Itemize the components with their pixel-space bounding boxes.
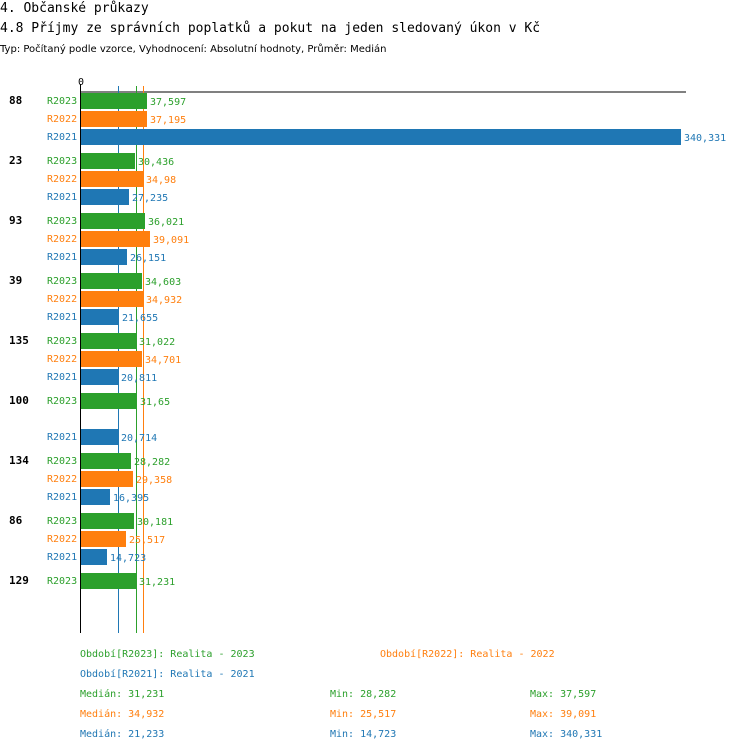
stat-r2021-median: Medián: 21,233 — [80, 729, 165, 740]
stat-r2023-median: Medián: 31,231 — [80, 689, 165, 700]
bar-value-label: 27,235 — [132, 193, 168, 204]
group-label: 135 — [9, 334, 29, 347]
bar-value-label: 21,655 — [122, 313, 158, 324]
bar-r2023 — [81, 393, 137, 409]
bar-r2022 — [81, 351, 142, 367]
bar-value-label: 20,811 — [121, 373, 157, 384]
bar-r2021 — [81, 309, 119, 325]
bar-value-label: 34,932 — [146, 295, 182, 306]
group-label: 100 — [9, 394, 29, 407]
bar-value-label: 36,021 — [148, 217, 184, 228]
series-label-r2023: R2023 — [47, 96, 77, 107]
series-label-r2022: R2022 — [47, 114, 77, 125]
bar-r2021 — [81, 429, 118, 445]
series-label-r2021: R2021 — [47, 132, 77, 143]
stat-r2023-max: Max: 37,597 — [530, 689, 597, 700]
bar-r2022 — [81, 111, 147, 127]
series-label-r2021: R2021 — [47, 252, 77, 263]
bar-value-label: 340,331 — [684, 133, 726, 144]
series-label-r2021: R2021 — [47, 372, 77, 383]
series-label-r2023: R2023 — [47, 576, 77, 587]
series-label-r2021: R2021 — [47, 312, 77, 323]
chart-title: 4.8 Příjmy ze správních poplatků a pokut… — [0, 21, 541, 36]
bar-value-label: 34,98 — [146, 175, 176, 186]
bar-value-label: 31,022 — [139, 337, 175, 348]
bar-r2021 — [81, 549, 107, 565]
section-title: 4. Občanské průkazy — [0, 1, 149, 16]
bar-r2021 — [81, 369, 118, 385]
group-label: 23 — [9, 154, 22, 167]
series-label-r2023: R2023 — [47, 396, 77, 407]
series-label-r2023: R2023 — [47, 516, 77, 527]
bar-r2023 — [81, 573, 136, 589]
bar-r2023 — [81, 453, 131, 469]
bar-r2023 — [81, 213, 145, 229]
series-label-r2022: R2022 — [47, 174, 77, 185]
bar-r2021 — [81, 189, 129, 205]
legend-r2021: Období[R2021]: Realita - 2021 — [80, 669, 255, 680]
series-label-r2021: R2021 — [47, 432, 77, 443]
group-label: 129 — [9, 574, 29, 587]
series-label-r2021: R2021 — [47, 552, 77, 563]
bar-r2023 — [81, 93, 147, 109]
bar-value-label: 16,395 — [113, 493, 149, 504]
series-label-r2023: R2023 — [47, 216, 77, 227]
group-label: 88 — [9, 94, 22, 107]
bar-r2021 — [81, 489, 110, 505]
series-label-r2022: R2022 — [47, 354, 77, 365]
series-label-r2023: R2023 — [47, 336, 77, 347]
bar-r2022 — [81, 531, 126, 547]
series-label-r2022: R2022 — [47, 234, 77, 245]
bar-value-label: 14,723 — [110, 553, 146, 564]
stat-r2022-min: Min: 25,517 — [330, 709, 397, 720]
series-label-r2022: R2022 — [47, 534, 77, 545]
bar-r2022 — [81, 471, 133, 487]
bar-value-label: 30,436 — [138, 157, 174, 168]
group-label: 93 — [9, 214, 22, 227]
stat-r2023-min: Min: 28,282 — [330, 689, 397, 700]
bar-value-label: 30,181 — [137, 517, 173, 528]
group-label: 134 — [9, 454, 29, 467]
stat-r2022-median: Medián: 34,932 — [80, 709, 165, 720]
bar-value-label: 25,517 — [129, 535, 165, 546]
series-label-r2022: R2022 — [47, 474, 77, 485]
bar-value-label: 31,65 — [140, 397, 170, 408]
series-label-r2023: R2023 — [47, 276, 77, 287]
bar-value-label: 31,231 — [139, 577, 175, 588]
series-label-r2022: R2022 — [47, 294, 77, 305]
bar-value-label: 37,597 — [150, 97, 186, 108]
bar-value-label: 20,714 — [121, 433, 157, 444]
bar-r2023 — [81, 333, 136, 349]
bar-r2022 — [81, 291, 143, 307]
series-label-r2023: R2023 — [47, 156, 77, 167]
bar-value-label: 28,282 — [134, 457, 170, 468]
bar-value-label: 39,091 — [153, 235, 189, 246]
legend-r2023: Období[R2023]: Realita - 2023 — [80, 649, 255, 660]
series-label-r2023: R2023 — [47, 456, 77, 467]
bar-r2022 — [81, 171, 143, 187]
group-label: 39 — [9, 274, 22, 287]
bar-r2023 — [81, 513, 134, 529]
group-label: 86 — [9, 514, 23, 527]
x-tick-label-zero: 0 — [78, 77, 84, 88]
bar-value-label: 37,195 — [150, 115, 186, 126]
bar-value-label: 34,701 — [145, 355, 181, 366]
stat-r2021-min: Min: 14,723 — [330, 729, 397, 740]
bar-value-label: 26,151 — [130, 253, 166, 264]
bar-r2023 — [81, 153, 135, 169]
series-label-r2021: R2021 — [47, 492, 77, 503]
series-label-r2021: R2021 — [47, 192, 77, 203]
stat-r2022-max: Max: 39,091 — [530, 709, 597, 720]
bar-value-label: 34,603 — [145, 277, 181, 288]
bar-r2022 — [81, 231, 150, 247]
bar-r2021 — [81, 129, 681, 145]
chart-subtitle: Typ: Počítaný podle vzorce, Vyhodnocení:… — [0, 44, 387, 55]
bar-value-label: 29,358 — [136, 475, 172, 486]
bar-r2021 — [81, 249, 127, 265]
bar-r2023 — [81, 273, 142, 289]
legend-r2022: Období[R2022]: Realita - 2022 — [380, 649, 555, 660]
stat-r2021-max: Max: 340,331 — [530, 729, 603, 740]
